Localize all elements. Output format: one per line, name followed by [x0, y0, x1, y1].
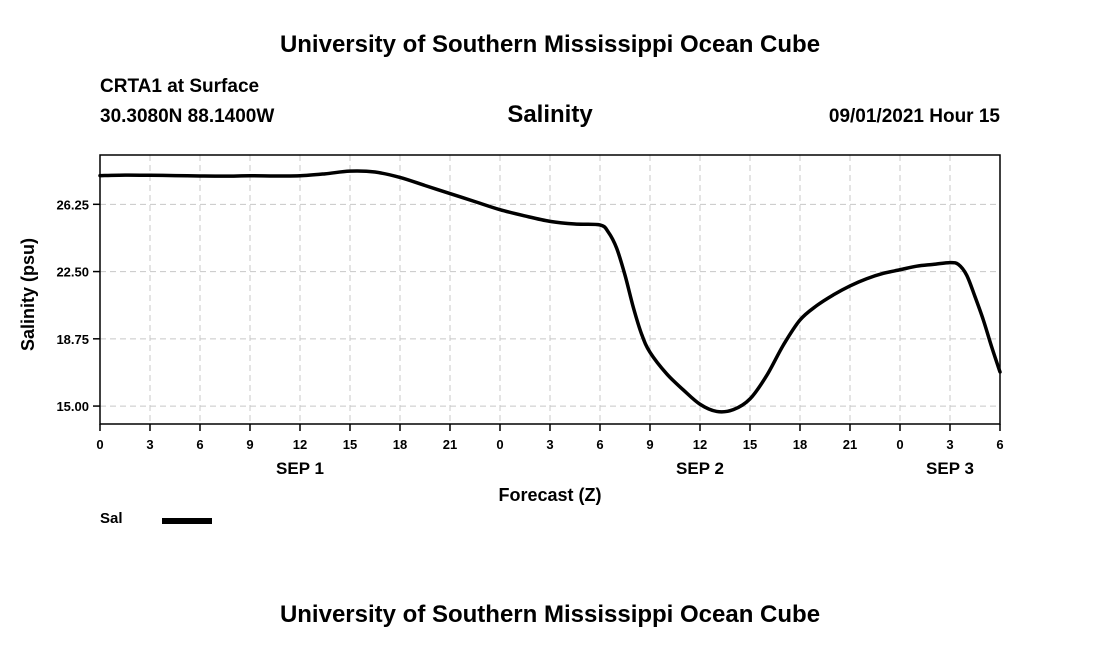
x-tick-label: 12 [293, 437, 307, 452]
legend-label: Sal [100, 510, 123, 527]
x-tick-label: 6 [596, 437, 603, 452]
x-tick-label: 3 [146, 437, 153, 452]
date-label: SEP 1 [276, 459, 324, 478]
chart-title: Salinity [507, 101, 593, 128]
y-tick-label: 26.25 [56, 197, 89, 212]
x-tick-label: 6 [996, 437, 1003, 452]
x-tick-label: 21 [443, 437, 457, 452]
station-name: CRTA1 at Surface [100, 76, 260, 97]
series-line-sal [98, 169, 1002, 414]
y-tick-label: 18.75 [56, 332, 89, 347]
y-axis: 15.00 18.75 22.50 26.25 [56, 197, 100, 414]
x-tick-label: 3 [946, 437, 953, 452]
y-tick-label: 15.00 [56, 399, 89, 414]
y-tick-label: 22.50 [56, 265, 89, 280]
x-tick-label: 6 [196, 437, 203, 452]
x-axis-label: Forecast (Z) [498, 485, 601, 505]
x-tick-label: 15 [343, 437, 357, 452]
x-tick-label: 0 [896, 437, 903, 452]
grid-lines [100, 155, 1000, 424]
date-label: SEP 3 [926, 459, 974, 478]
x-tick-label: 0 [96, 437, 103, 452]
date-labels: SEP 1 SEP 2 SEP 3 [276, 459, 974, 478]
x-tick-label: 3 [546, 437, 553, 452]
station-coordinates: 30.3080N 88.1400W [100, 106, 275, 127]
bottom-title: University of Southern Mississippi Ocean… [279, 601, 821, 628]
forecast-datetime: 09/01/2021 Hour 15 [828, 106, 1000, 127]
x-tick-label: 21 [843, 437, 857, 452]
x-tick-label: 9 [646, 437, 653, 452]
series-layer [98, 169, 1002, 414]
x-tick-label: 18 [793, 437, 807, 452]
x-tick-label: 9 [246, 437, 253, 452]
y-axis-label: Salinity (psu) [18, 238, 38, 351]
x-tick-label: 0 [496, 437, 503, 452]
x-tick-label: 12 [693, 437, 707, 452]
x-tick-label: 18 [393, 437, 407, 452]
x-tick-label: 15 [743, 437, 757, 452]
legend-swatch [162, 518, 212, 524]
top-title: University of Southern Mississippi Ocean… [279, 31, 821, 58]
date-label: SEP 2 [676, 459, 724, 478]
x-axis: 0 3 6 9 12 15 18 21 0 3 6 9 12 15 18 21 0 3 6 [96, 424, 1004, 452]
